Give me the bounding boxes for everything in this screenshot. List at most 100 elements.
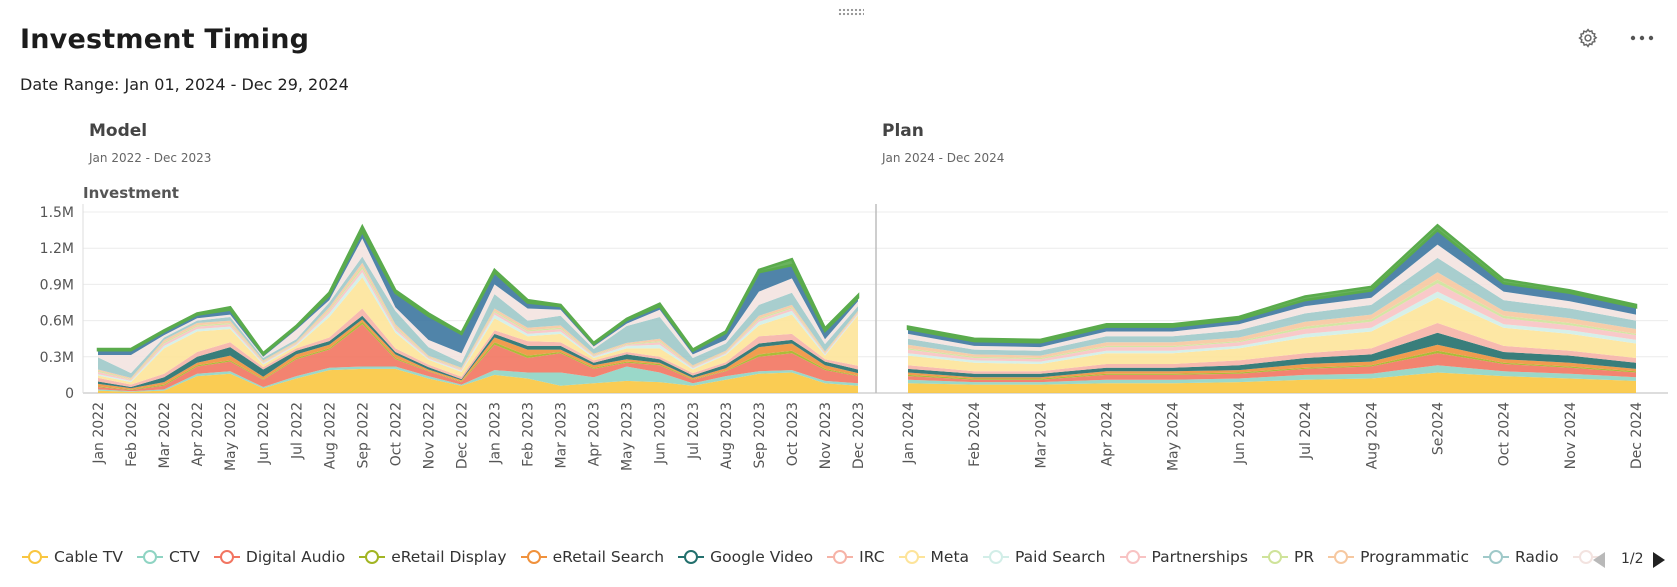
area-plan-eretail-search bbox=[908, 344, 1636, 379]
x-tick-label: Jan 2022 bbox=[91, 402, 107, 465]
legend-label: Digital Audio bbox=[245, 547, 346, 566]
legend-marker-icon bbox=[1119, 549, 1146, 564]
x-tick-label: Feb 2022 bbox=[124, 402, 140, 467]
legend-marker-icon bbox=[1328, 549, 1355, 564]
legend-label: Cable TV bbox=[54, 547, 124, 566]
area-plan-google-video bbox=[908, 332, 1636, 378]
legend-label: IRC bbox=[859, 547, 885, 566]
legend-marker-icon bbox=[1483, 549, 1509, 564]
area-model-video bbox=[96, 223, 860, 357]
legend-prev-icon[interactable] bbox=[1593, 552, 1605, 568]
x-tick-label: Feb 2023 bbox=[521, 402, 537, 467]
legend-marker-icon bbox=[678, 549, 705, 564]
legend-label: CTV bbox=[169, 547, 200, 566]
legend-label: Programmatic bbox=[1360, 547, 1469, 566]
x-tick-label: Oct 2022 bbox=[388, 402, 404, 466]
x-tick-label: Aug 2024 bbox=[1364, 402, 1380, 470]
legend-marker-icon bbox=[22, 549, 48, 564]
legend-item-eretail-search[interactable]: eRetail Search bbox=[520, 547, 665, 566]
x-tick-label: May 2023 bbox=[620, 402, 636, 471]
area-plan-video bbox=[906, 223, 1638, 344]
x-tick-label: Mar 2024 bbox=[1033, 402, 1049, 469]
legend-next-icon[interactable] bbox=[1653, 552, 1665, 568]
panel-title-plan: Plan bbox=[882, 121, 924, 141]
legend-item-search[interactable]: Search bbox=[1572, 548, 1602, 566]
x-tick-label: May 2024 bbox=[1166, 402, 1182, 471]
area-model-digital-audio bbox=[98, 324, 858, 392]
legend-label: Google Video bbox=[710, 547, 814, 566]
x-tick-label: Jul 2023 bbox=[686, 402, 702, 460]
x-tick-label: Mar 2022 bbox=[157, 402, 173, 469]
x-tick-label: Jun 2024 bbox=[1232, 402, 1248, 465]
legend-item-digital-audio[interactable]: Digital Audio bbox=[213, 547, 346, 566]
legend-marker-icon bbox=[520, 549, 547, 564]
x-tick-label: Apr 2022 bbox=[190, 402, 206, 466]
legend-item-radio[interactable]: Radio bbox=[1483, 548, 1559, 566]
panel-subtitle-model: Jan 2022 - Dec 2023 bbox=[88, 151, 211, 165]
x-tick-label: Nov 2022 bbox=[421, 402, 437, 469]
area-plan-irc bbox=[908, 323, 1636, 374]
x-tick-label: Feb 2024 bbox=[967, 402, 983, 467]
x-tick-label: Jun 2023 bbox=[653, 402, 669, 465]
area-model-search bbox=[98, 238, 858, 374]
legend-item-cable-tv[interactable]: Cable TV bbox=[22, 548, 123, 566]
x-tick-label: Oct 2024 bbox=[1497, 402, 1513, 466]
gear-icon[interactable] bbox=[1577, 27, 1599, 49]
x-tick-label: Aug 2023 bbox=[719, 402, 735, 469]
panel-subtitle-plan: Jan 2024 - Dec 2024 bbox=[881, 151, 1004, 165]
legend-item-eretail-display[interactable]: eRetail Display bbox=[359, 548, 507, 566]
legend-marker-icon bbox=[983, 549, 1010, 564]
more-horizontal-icon[interactable] bbox=[1628, 30, 1656, 46]
panel-title-model: Model bbox=[89, 121, 147, 141]
x-tick-label: Nov 2023 bbox=[818, 402, 834, 469]
x-tick-label: Apr 2024 bbox=[1100, 402, 1116, 466]
legend-marker-icon bbox=[827, 549, 854, 564]
x-tick-label: Aug 2022 bbox=[322, 402, 338, 469]
x-tick-label: Mar 2023 bbox=[554, 402, 570, 469]
legend-label: Radio bbox=[1515, 547, 1559, 566]
x-tick-label: Dec 2023 bbox=[851, 402, 867, 469]
legend-item-programmatic[interactable]: Programmatic bbox=[1328, 548, 1469, 566]
legend-marker-icon bbox=[898, 549, 925, 564]
legend-label: eRetail Search bbox=[552, 547, 665, 566]
area-plan-meta bbox=[908, 297, 1636, 372]
legend-label: PR bbox=[1293, 547, 1315, 566]
legend-item-meta[interactable]: Meta bbox=[898, 548, 969, 566]
y-tick-label: 0.3M bbox=[40, 350, 74, 366]
x-tick-label: Jul 2022 bbox=[289, 402, 305, 460]
legend-marker-icon bbox=[359, 549, 386, 564]
x-tick-label: Jan 2023 bbox=[488, 402, 504, 465]
y-tick-label: 0 bbox=[65, 386, 74, 402]
y-tick-label: 1.5M bbox=[40, 205, 74, 221]
legend-marker-icon bbox=[1572, 549, 1599, 564]
x-tick-label: Jun 2022 bbox=[256, 402, 272, 465]
area-model-cable-tv bbox=[98, 368, 858, 393]
chart-legend: Cable TV CTV Digital Audio eRetail Display e… bbox=[22, 546, 1602, 572]
area-model-ctv bbox=[98, 366, 858, 392]
y-tick-label: 1.2M bbox=[40, 241, 74, 257]
x-tick-label: Se2024 bbox=[1431, 402, 1447, 455]
area-model-meta bbox=[98, 277, 858, 385]
drag-handle-icon[interactable] bbox=[838, 8, 864, 16]
x-tick-label: Jul 2024 bbox=[1298, 402, 1314, 460]
legend-marker-icon bbox=[137, 549, 164, 564]
legend-item-google-video[interactable]: Google Video bbox=[678, 548, 813, 566]
date-range-label: Date Range: Jan 01, 2024 - Dec 29, 2024 bbox=[20, 75, 349, 94]
legend-item-ctv[interactable]: CTV bbox=[137, 548, 200, 566]
legend-page-label: 1/2 bbox=[1621, 551, 1644, 567]
x-tick-label: Sep 2023 bbox=[752, 402, 768, 468]
x-tick-label: Dec 2024 bbox=[1629, 402, 1645, 469]
x-tick-label: Jan 2024 bbox=[901, 402, 917, 465]
legend-item-irc[interactable]: IRC bbox=[827, 547, 885, 566]
y-tick-label: 0.6M bbox=[40, 314, 74, 330]
legend-label: Paid Search bbox=[1015, 547, 1106, 566]
legend-pager: 1/2 bbox=[1593, 548, 1673, 572]
page-title: Investment Timing bbox=[20, 24, 310, 55]
legend-item-paid-search[interactable]: Paid Search bbox=[983, 547, 1106, 566]
legend-item-partnerships[interactable]: Partnerships bbox=[1119, 547, 1248, 566]
x-tick-label: Apr 2023 bbox=[587, 402, 603, 466]
legend-item-pr[interactable]: PR bbox=[1261, 547, 1315, 566]
x-tick-label: Dec 2022 bbox=[455, 402, 471, 469]
investment-chart: 0 0.3M 0.6M 0.9M 1.2M 1.5M Jan 2022 Feb 2022 Mar… bbox=[40, 121, 1668, 471]
legend-label: Partnerships bbox=[1151, 547, 1248, 566]
